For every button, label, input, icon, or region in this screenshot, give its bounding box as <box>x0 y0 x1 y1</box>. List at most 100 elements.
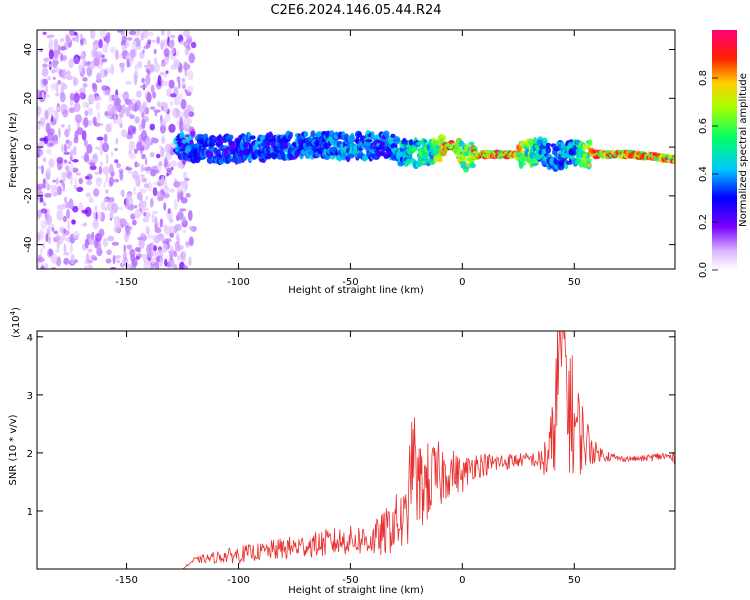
noise-blob <box>176 211 184 221</box>
noise-blob <box>56 106 61 112</box>
noise-blob <box>39 117 46 127</box>
noise-blob <box>173 199 178 210</box>
noise-blob <box>187 85 194 93</box>
noise-blob <box>53 49 59 59</box>
noise-blob <box>118 111 124 119</box>
noise-blob <box>45 233 49 243</box>
noise-blob <box>159 256 163 268</box>
noise-blob <box>154 261 160 269</box>
colorbar-gradient <box>712 30 737 270</box>
noise-blob <box>143 212 147 217</box>
signal-blob <box>236 156 243 164</box>
noise-blob <box>48 158 55 168</box>
noise-blob <box>144 115 149 123</box>
noise-blob <box>53 109 59 120</box>
noise-blob <box>173 108 176 120</box>
noise-blob <box>55 177 59 185</box>
noise-blob <box>55 92 60 97</box>
noise-blob <box>135 255 141 260</box>
noise-blob <box>80 38 84 46</box>
noise-blob <box>159 118 167 127</box>
noise-blob <box>162 102 169 114</box>
noise-blob <box>87 248 93 253</box>
noise-blob <box>61 143 64 153</box>
noise-blob <box>52 179 56 183</box>
spectrogram-frame <box>36 29 676 270</box>
noise-blob <box>70 243 73 254</box>
noise-blob <box>149 264 155 269</box>
noise-blob <box>97 111 101 122</box>
noise-blob <box>190 130 195 137</box>
noise-blob <box>136 141 143 151</box>
noise-blob <box>61 69 67 80</box>
noise-blob <box>44 94 50 98</box>
noise-blob <box>154 227 162 234</box>
spectrogram-panel: -150 -100 -50 0 50 -40 -20 0 20 40 Height of str… <box>8 29 676 296</box>
noise-blob <box>46 34 51 39</box>
y-tick-label: 0 <box>23 144 34 150</box>
noise-blob <box>112 254 116 265</box>
noise-blob <box>82 101 88 109</box>
noise-blob <box>101 85 109 91</box>
noise-blob <box>166 167 173 173</box>
signal-blob <box>582 143 587 152</box>
noise-blob <box>44 193 52 198</box>
noise-blob <box>160 79 164 84</box>
noise-blob <box>152 210 159 215</box>
colorbar-tick-label: 0.2 <box>698 214 709 230</box>
noise-blob <box>183 40 191 49</box>
colorbar: 0.0 0.2 0.4 0.6 0.8 Normalized spectral ampl… <box>698 30 749 278</box>
noise-blob <box>141 145 145 152</box>
noise-blob <box>151 39 156 43</box>
noise-blob <box>96 177 103 181</box>
spectrogram-y-ticks: -40 -20 0 20 40 <box>23 43 675 253</box>
noise-blob <box>160 237 167 242</box>
noise-blob <box>131 258 138 267</box>
noise-blob <box>163 202 167 211</box>
noise-blob <box>37 183 44 190</box>
noise-blob <box>92 153 99 164</box>
noise-blob <box>38 191 44 198</box>
noise-blob <box>169 245 174 255</box>
noise-blob <box>117 104 123 113</box>
noise-blob <box>182 30 190 38</box>
noise-blob <box>63 143 68 153</box>
noise-blob <box>78 63 83 73</box>
colorbar-tick-label: 0.4 <box>698 166 709 182</box>
noise-blob <box>150 242 154 251</box>
noise-blob <box>109 93 113 103</box>
noise-blob <box>125 167 133 171</box>
noise-blob <box>68 198 74 210</box>
noise-blob <box>42 31 47 36</box>
noise-blob <box>176 160 184 169</box>
noise-blob <box>114 97 121 106</box>
noise-blob <box>105 172 109 183</box>
noise-blob <box>184 177 190 182</box>
noise-blob <box>150 137 156 143</box>
noise-blob <box>151 213 155 223</box>
noise-blob <box>37 124 41 130</box>
signal-blob <box>216 149 221 158</box>
noise-blob <box>131 171 135 176</box>
noise-blob <box>40 220 47 230</box>
noise-blob <box>156 249 164 257</box>
signal-blob <box>203 142 209 148</box>
noise-blob <box>78 202 84 212</box>
noise-blob <box>169 232 175 238</box>
noise-blob <box>62 215 67 223</box>
noise-blob <box>168 79 175 89</box>
noise-blob <box>55 234 61 242</box>
signal-blob <box>422 152 428 160</box>
signal-blob <box>551 143 556 147</box>
snr-y-ticks: 1 2 3 4 <box>27 333 675 518</box>
noise-blob <box>147 60 151 66</box>
noise-blob <box>182 229 187 234</box>
noise-blob <box>42 63 48 68</box>
noise-blob <box>56 185 63 196</box>
noise-blob <box>152 245 158 252</box>
noise-blob <box>154 215 158 226</box>
noise-blob <box>43 262 49 269</box>
noise-blob <box>64 196 68 204</box>
noise-blob <box>106 249 112 256</box>
spectrogram-marks <box>37 30 675 269</box>
